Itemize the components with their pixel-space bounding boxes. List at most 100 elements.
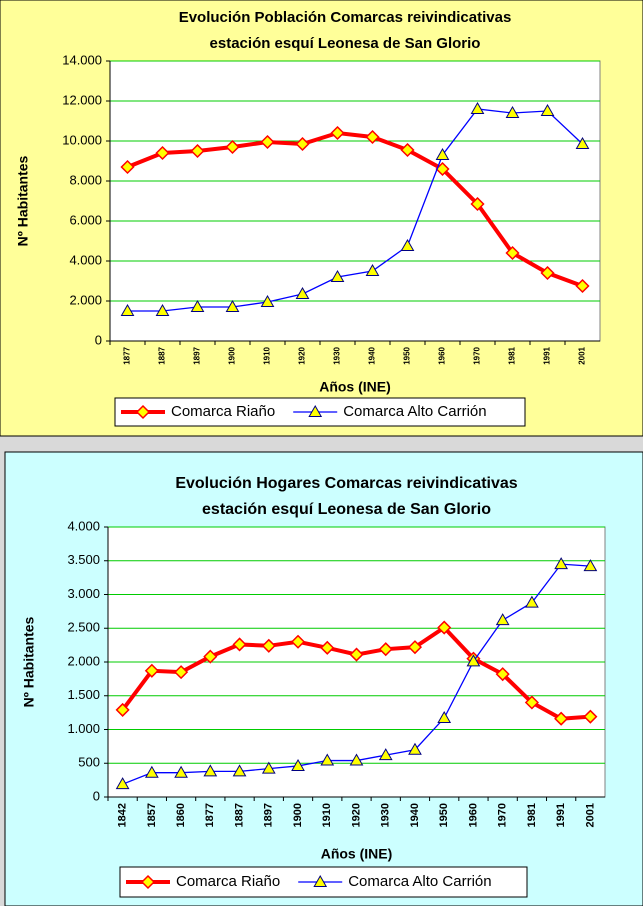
x-tick-label: 1960: [438, 346, 447, 364]
x-tick-label: 1920: [298, 346, 307, 364]
diamond-marker: [261, 638, 276, 653]
triangle-marker: [495, 613, 510, 626]
triangle-marker: [260, 294, 275, 307]
y-tick-label: 10.000: [62, 132, 102, 147]
triangle-marker: [115, 777, 130, 790]
diamond-marker: [260, 134, 275, 150]
triangle-marker: [320, 753, 335, 766]
x-tick-label: 1910: [321, 803, 333, 827]
triangle-marker: [378, 748, 393, 761]
diamond-marker: [407, 640, 423, 655]
x-tick-label: 1920: [350, 803, 362, 827]
diamond-marker: [554, 711, 569, 726]
diamond-marker: [135, 404, 151, 420]
diamond-marker: [140, 874, 156, 890]
triangle-marker: [155, 303, 170, 316]
triangle-marker: [437, 711, 452, 724]
triangle-marker: [225, 299, 240, 312]
x-tick-label: 1940: [368, 346, 377, 364]
x-tick-label: 1981: [508, 346, 517, 364]
y-tick-label: 14.000: [62, 52, 102, 67]
x-tick-label: 1842: [117, 803, 129, 827]
diamond-marker: [495, 667, 510, 682]
triangle-marker: [295, 286, 310, 299]
legend-label: Comarca Alto Carrión: [348, 873, 491, 890]
triangle-marker: [400, 238, 415, 251]
triangle-marker: [120, 303, 135, 316]
triangle-marker: [540, 103, 555, 116]
diamond-marker: [144, 663, 159, 678]
x-tick-label: 1860: [175, 803, 187, 827]
diamond-marker: [115, 702, 130, 717]
x-axis-title: Años (INE): [321, 846, 393, 862]
triangle-marker: [174, 765, 188, 778]
y-axis-title: Nº Habitantes: [21, 616, 37, 707]
diamond-marker: [155, 145, 170, 161]
plot-area: [109, 60, 601, 342]
triangle-marker: [408, 742, 422, 755]
triangle-marker: [144, 765, 159, 778]
y-tick-label: 12.000: [62, 92, 102, 107]
diamond-marker: [290, 634, 306, 649]
x-tick-label: 1900: [292, 803, 304, 827]
x-tick-label: 1857: [146, 803, 158, 827]
diamond-marker: [378, 642, 393, 657]
y-tick-label: 8.000: [69, 172, 102, 187]
triangle-marker: [349, 753, 364, 766]
diamond-marker: [120, 159, 135, 175]
triangle-marker: [261, 761, 276, 774]
triangle-marker: [330, 269, 345, 282]
triangle-marker: [466, 654, 481, 667]
y-tick-label: 1.000: [67, 721, 100, 736]
y-tick-label: 0: [95, 332, 102, 347]
triangle-marker: [525, 595, 539, 608]
diamond-marker: [174, 665, 189, 680]
triangle-marker: [203, 764, 218, 777]
legend-label: Comarca Riaño: [171, 403, 275, 420]
series-line: [127, 108, 583, 312]
y-tick-label: 3.500: [67, 552, 100, 567]
diamond-marker: [524, 695, 539, 710]
legend-label: Comarca Riaño: [176, 873, 280, 890]
x-tick-label: 2001: [578, 346, 587, 364]
x-tick-label: 1897: [193, 346, 202, 364]
y-tick-label: 2.000: [69, 292, 102, 307]
legend-label: Comarca Alto Carrión: [343, 403, 486, 420]
diamond-marker: [225, 139, 240, 155]
triangle-marker: [575, 136, 590, 149]
x-tick-label: 1970: [497, 803, 509, 827]
x-tick-label: 1991: [555, 803, 567, 827]
x-tick-label: 1981: [526, 803, 538, 827]
y-tick-label: 2.000: [67, 653, 100, 668]
chart-title: Evolución Población Comarcas reivindicat…: [179, 9, 512, 26]
x-axis-title: Años (INE): [319, 379, 391, 395]
triangle-marker: [505, 105, 520, 118]
triangle-marker: [554, 557, 569, 570]
y-tick-label: 2.500: [67, 620, 100, 635]
triangle-marker: [435, 147, 450, 160]
chart-title: estación esquí Leonesa de San Glorio: [202, 501, 491, 518]
triangle-marker: [583, 559, 598, 572]
diamond-marker: [295, 136, 310, 152]
triangle-marker: [365, 263, 380, 276]
triangle-marker: [308, 404, 323, 417]
triangle-marker: [232, 764, 247, 777]
x-tick-label: 2001: [584, 803, 596, 827]
y-tick-label: 4.000: [67, 518, 100, 533]
triangle-marker: [313, 874, 328, 887]
y-tick-label: 500: [78, 755, 100, 770]
diamond-marker: [400, 142, 415, 158]
diamond-marker: [232, 637, 247, 652]
y-tick-label: 3.000: [67, 586, 100, 601]
diamond-marker: [330, 125, 345, 141]
x-tick-label: 1900: [228, 346, 237, 364]
x-tick-label: 1910: [263, 346, 272, 364]
diamond-marker: [505, 245, 520, 261]
x-tick-label: 1887: [233, 803, 245, 827]
x-tick-label: 1950: [403, 346, 412, 364]
diamond-marker: [349, 647, 364, 662]
chart: Evolución Población Comarcas reivindicat…: [0, 0, 643, 437]
x-tick-label: 1877: [204, 803, 216, 827]
